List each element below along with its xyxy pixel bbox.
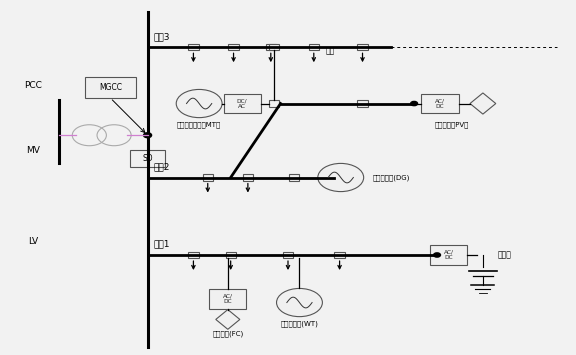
Bar <box>188 44 199 50</box>
Text: LV: LV <box>28 237 38 246</box>
Text: 蓄电池: 蓄电池 <box>497 251 511 260</box>
Bar <box>335 252 345 258</box>
Text: PCC: PCC <box>24 81 42 90</box>
Polygon shape <box>216 310 240 329</box>
Text: AC/
DC: AC/ DC <box>444 250 453 260</box>
Polygon shape <box>470 93 496 114</box>
Bar <box>226 252 236 258</box>
Text: 馈煨1: 馈煨1 <box>153 240 170 248</box>
Bar <box>309 44 319 50</box>
Bar <box>289 174 299 181</box>
Circle shape <box>411 102 418 106</box>
Bar <box>357 100 367 107</box>
Bar <box>268 100 279 107</box>
Text: 光伏发电（PV）: 光伏发电（PV） <box>434 121 468 128</box>
Bar <box>421 94 458 113</box>
Text: DC/
AC: DC/ AC <box>237 98 248 109</box>
Text: 微型燃气轮机（MT）: 微型燃气轮机（MT） <box>177 121 221 128</box>
Bar <box>266 44 276 50</box>
Text: SD: SD <box>142 154 153 163</box>
Bar <box>430 245 467 265</box>
Text: MGCC: MGCC <box>99 83 122 92</box>
Circle shape <box>276 289 323 317</box>
Circle shape <box>143 133 151 138</box>
Text: 馈煨2: 馈煨2 <box>153 162 170 171</box>
Bar <box>229 44 238 50</box>
Bar <box>283 252 293 258</box>
Circle shape <box>434 253 441 257</box>
Text: AC/
DC: AC/ DC <box>223 294 233 304</box>
Bar <box>223 94 261 113</box>
Circle shape <box>176 89 222 118</box>
Bar <box>242 174 253 181</box>
Bar <box>85 77 136 98</box>
Text: 负荷: 负荷 <box>325 46 335 55</box>
Bar <box>268 44 279 50</box>
Text: MV: MV <box>26 146 40 155</box>
Bar <box>130 150 165 166</box>
Text: 柴油发电机(DG): 柴油发电机(DG) <box>372 174 410 181</box>
Text: 燃料电池(FC): 燃料电池(FC) <box>212 330 244 337</box>
Text: 风力发电机(WT): 风力发电机(WT) <box>281 321 319 327</box>
Text: AC/
DC: AC/ DC <box>435 98 445 109</box>
Bar <box>188 252 199 258</box>
Text: 馈煨3: 馈煨3 <box>153 32 170 41</box>
Bar <box>209 289 247 309</box>
Bar <box>357 44 367 50</box>
Bar <box>203 174 213 181</box>
Circle shape <box>318 163 363 192</box>
